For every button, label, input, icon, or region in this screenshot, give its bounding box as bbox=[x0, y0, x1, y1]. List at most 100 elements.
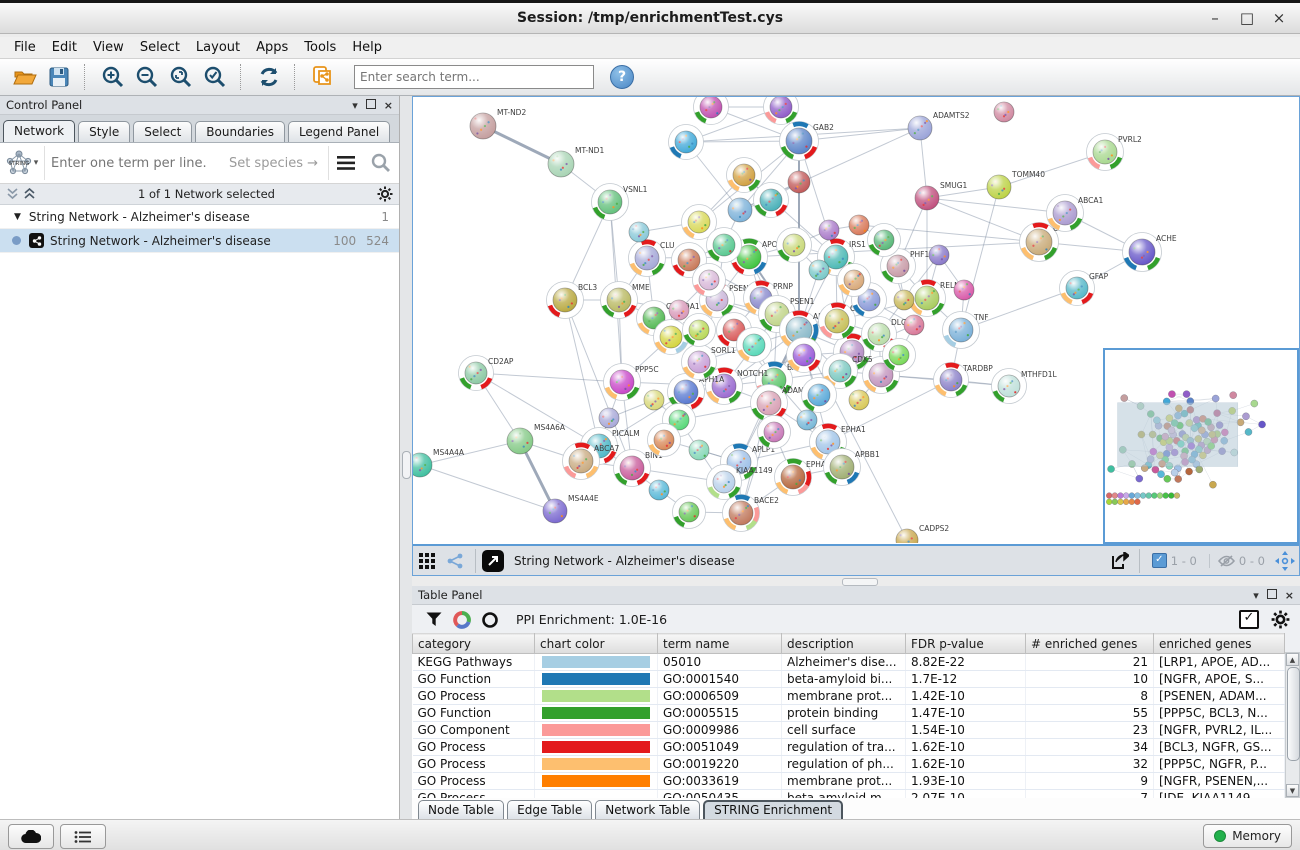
network-node[interactable] bbox=[672, 495, 706, 529]
tab-edge-table[interactable]: Edge Table bbox=[507, 800, 593, 819]
network-node[interactable] bbox=[736, 327, 772, 363]
refresh-button[interactable] bbox=[252, 62, 286, 92]
network-node-NOTCH1[interactable]: NOTCH1 bbox=[705, 367, 769, 405]
chart-color-cell[interactable] bbox=[534, 755, 658, 773]
network-collection-row[interactable]: ▼ String Network - Alzheimer's disease 1 bbox=[0, 205, 399, 229]
help-button[interactable]: ? bbox=[610, 65, 634, 89]
network-node[interactable] bbox=[757, 415, 791, 449]
string-term-input[interactable] bbox=[45, 155, 229, 171]
collapse-all-icon[interactable] bbox=[6, 188, 19, 200]
zoom-selected-button[interactable] bbox=[198, 62, 232, 92]
menu-item-tools[interactable]: Tools bbox=[304, 40, 337, 55]
table-header-row[interactable]: category chart color term name description F… bbox=[412, 633, 1285, 654]
scroll-down-button[interactable]: ▼ bbox=[1286, 784, 1299, 797]
network-node[interactable] bbox=[693, 97, 729, 125]
tab-network-table[interactable]: Network Table bbox=[595, 800, 701, 819]
remove-chart-button[interactable] bbox=[476, 608, 504, 632]
clone-network-button[interactable] bbox=[306, 62, 340, 92]
network-node-MTHFD1L[interactable]: MTHFD1L bbox=[991, 368, 1058, 404]
network-node-BCL3[interactable]: BCL3 bbox=[546, 281, 598, 319]
table-row[interactable]: GO Function GO:0001540 beta-amyloid bi... 1… bbox=[412, 670, 1285, 688]
network-node-GAB2[interactable]: GAB2 bbox=[779, 121, 835, 161]
close-button[interactable]: × bbox=[1272, 9, 1286, 27]
network-node[interactable] bbox=[848, 214, 870, 236]
network-node[interactable] bbox=[706, 227, 742, 263]
chart-settings-button[interactable] bbox=[448, 608, 476, 632]
save-session-button[interactable] bbox=[42, 62, 76, 92]
table-row[interactable]: GO Component GO:0009986 cell surface 1.54E-… bbox=[412, 721, 1285, 739]
network-node-VSNL1[interactable]: VSNL1 bbox=[591, 183, 648, 221]
network-node[interactable] bbox=[647, 423, 681, 457]
network-node-SORL1[interactable]: SORL1 bbox=[681, 344, 737, 380]
scroll-up-button[interactable]: ▲ bbox=[1286, 653, 1299, 666]
network-node[interactable] bbox=[903, 314, 925, 336]
zoom-in-button[interactable] bbox=[96, 62, 130, 92]
tree-expand-icon[interactable]: ▼ bbox=[14, 211, 21, 222]
network-node-TNF[interactable]: TNF bbox=[942, 311, 989, 349]
network-node-MS4A4A[interactable]: MS4A4A bbox=[413, 448, 465, 478]
network-node-CHAT[interactable]: CHAT bbox=[1019, 222, 1074, 262]
network-node[interactable] bbox=[598, 407, 620, 429]
network-node-ABCA7[interactable]: ABCA7 bbox=[562, 442, 620, 480]
gear-icon[interactable] bbox=[377, 186, 393, 202]
panel-close-icon[interactable]: × bbox=[383, 98, 393, 112]
tab-style[interactable]: Style bbox=[78, 121, 131, 142]
tab-node-table[interactable]: Node Table bbox=[418, 800, 505, 819]
table-row[interactable]: GO Process GO:0050435 beta-amyloid m... 2.0… bbox=[412, 789, 1285, 798]
network-node-ABCA1[interactable]: ABCA1 bbox=[1046, 194, 1104, 232]
network-node[interactable] bbox=[776, 227, 812, 263]
network-node[interactable] bbox=[867, 223, 901, 257]
network-node-MS4A4E[interactable]: MS4A4E bbox=[542, 494, 599, 524]
network-node[interactable] bbox=[848, 389, 870, 411]
splitter-grip-h[interactable] bbox=[842, 578, 878, 586]
network-canvas[interactable]: MT-ND2 MT-ND1 VSNL1 GAB2 ADAMTS2 SMUG1 TOMM40 P… bbox=[413, 97, 1297, 543]
network-node-PHF1[interactable]: PHF1 bbox=[880, 248, 930, 284]
network-node[interactable] bbox=[808, 259, 830, 281]
string-search-button[interactable] bbox=[363, 146, 399, 180]
network-node-ACHE[interactable]: ACHE bbox=[1122, 232, 1177, 272]
task-history-button[interactable] bbox=[8, 824, 54, 849]
network-node[interactable] bbox=[668, 299, 690, 321]
chart-color-cell[interactable] bbox=[534, 670, 658, 688]
network-node[interactable] bbox=[786, 337, 822, 373]
network-node[interactable] bbox=[818, 219, 840, 241]
pan-tool-button[interactable] bbox=[1271, 549, 1299, 573]
network-node[interactable] bbox=[727, 197, 753, 223]
table-row[interactable]: GO Process GO:0006509 membrane prot... 1.42… bbox=[412, 687, 1285, 705]
memory-button[interactable]: Memory bbox=[1203, 824, 1292, 848]
network-node-PVRL2[interactable]: PVRL2 bbox=[1086, 133, 1143, 171]
menu-item-layout[interactable]: Layout bbox=[195, 40, 241, 55]
network-node[interactable] bbox=[893, 289, 915, 311]
chart-color-cell[interactable] bbox=[534, 653, 658, 671]
open-external-button[interactable] bbox=[482, 549, 504, 572]
network-node[interactable] bbox=[692, 263, 726, 297]
tab-select[interactable]: Select bbox=[133, 121, 193, 142]
panel-menu-icon[interactable]: ▾ bbox=[352, 98, 358, 112]
network-node-CLU[interactable]: CLU bbox=[628, 239, 675, 277]
network-node-NCSTN[interactable]: NCSTN bbox=[653, 319, 709, 355]
table-scrollbar[interactable]: ▲ ▼ bbox=[1285, 652, 1300, 798]
network-node[interactable] bbox=[681, 204, 717, 240]
splitter-grip[interactable] bbox=[402, 451, 411, 479]
network-node-MT-ND1[interactable]: MT-ND1 bbox=[547, 146, 604, 178]
panel-close-icon[interactable]: × bbox=[1284, 588, 1294, 602]
tab-legend-panel[interactable]: Legend Panel bbox=[287, 121, 391, 142]
column-header[interactable]: term name bbox=[657, 633, 782, 654]
network-node-CDK5[interactable]: CDK5 bbox=[822, 353, 873, 389]
network-node[interactable] bbox=[643, 389, 665, 411]
column-header[interactable]: FDR p-value bbox=[905, 633, 1026, 654]
tab-boundaries[interactable]: Boundaries bbox=[195, 121, 285, 142]
column-header[interactable]: category bbox=[412, 633, 535, 654]
network-node[interactable] bbox=[648, 479, 670, 501]
network-node-ADAM10[interactable]: ADAM10 bbox=[750, 384, 815, 422]
network-share-button[interactable] bbox=[441, 549, 469, 573]
scroll-thumb[interactable] bbox=[1287, 667, 1300, 761]
network-node-TOMM40[interactable]: TOMM40 bbox=[986, 170, 1045, 200]
menu-item-edit[interactable]: Edit bbox=[51, 40, 77, 55]
network-node-RELN[interactable]: RELN bbox=[908, 279, 960, 317]
network-node[interactable] bbox=[928, 244, 950, 266]
network-node[interactable] bbox=[882, 338, 916, 372]
table-row[interactable]: GO Process GO:0033619 membrane prot... 1.93… bbox=[412, 772, 1285, 790]
table-row[interactable]: GO Process GO:0019220 regulation of ph... 1… bbox=[412, 755, 1285, 773]
network-node-BACE2[interactable]: BACE2 bbox=[722, 494, 780, 532]
